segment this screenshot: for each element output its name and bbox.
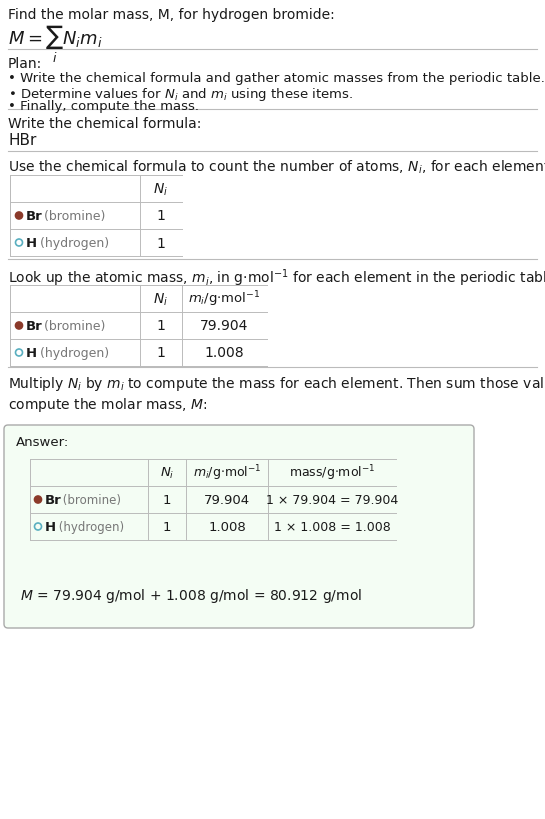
Text: H: H [45, 520, 56, 533]
Text: HBr: HBr [8, 133, 37, 147]
Text: Write the chemical formula:: Write the chemical formula: [8, 117, 201, 131]
Text: 79.904: 79.904 [204, 493, 250, 506]
Text: • Write the chemical formula and gather atomic masses from the periodic table.: • Write the chemical formula and gather … [8, 72, 545, 85]
Text: 1.008: 1.008 [208, 520, 246, 533]
Text: (bromine): (bromine) [40, 210, 105, 223]
Text: • Finally, compute the mass.: • Finally, compute the mass. [8, 100, 199, 113]
Text: (bromine): (bromine) [40, 319, 105, 333]
Text: $m_i$/g$\cdot$mol$^{-1}$: $m_i$/g$\cdot$mol$^{-1}$ [193, 463, 261, 482]
Text: $M$ = 79.904 g/mol + 1.008 g/mol = 80.912 g/mol: $M$ = 79.904 g/mol + 1.008 g/mol = 80.91… [20, 586, 362, 604]
Text: Multiply $N_i$ by $m_i$ to compute the mass for each element. Then sum those val: Multiply $N_i$ by $m_i$ to compute the m… [8, 374, 545, 413]
Text: $M = \sum_i N_i m_i$: $M = \sum_i N_i m_i$ [8, 24, 102, 65]
Text: $N_i$: $N_i$ [154, 181, 168, 197]
Text: (hydrogen): (hydrogen) [55, 520, 124, 533]
Text: Br: Br [26, 210, 43, 223]
Text: 1 × 1.008 = 1.008: 1 × 1.008 = 1.008 [274, 520, 390, 533]
Text: H: H [26, 346, 37, 360]
Circle shape [15, 213, 22, 219]
Text: Use the chemical formula to count the number of atoms, $N_i$, for each element:: Use the chemical formula to count the nu… [8, 159, 545, 176]
Text: Br: Br [45, 493, 62, 506]
Text: (hydrogen): (hydrogen) [36, 346, 109, 360]
Text: 79.904: 79.904 [201, 319, 249, 333]
Text: 1: 1 [156, 209, 166, 224]
FancyBboxPatch shape [4, 426, 474, 628]
Text: $m_i$/g$\cdot$mol$^{-1}$: $m_i$/g$\cdot$mol$^{-1}$ [188, 289, 261, 309]
Text: 1.008: 1.008 [205, 346, 244, 360]
Text: 1: 1 [156, 346, 166, 360]
Text: $N_i$: $N_i$ [160, 465, 174, 481]
Text: Plan:: Plan: [8, 57, 43, 71]
Text: H: H [26, 237, 37, 250]
Text: Answer:: Answer: [16, 436, 69, 449]
Circle shape [34, 496, 41, 504]
Text: $N_i$: $N_i$ [154, 291, 168, 307]
Text: Br: Br [26, 319, 43, 333]
Text: Look up the atomic mass, $m_i$, in g$\cdot$mol$^{-1}$ for each element in the pe: Look up the atomic mass, $m_i$, in g$\cd… [8, 267, 545, 288]
Text: mass/g$\cdot$mol$^{-1}$: mass/g$\cdot$mol$^{-1}$ [289, 463, 376, 482]
Text: 1: 1 [163, 520, 171, 533]
Text: • Determine values for $N_i$ and $m_i$ using these items.: • Determine values for $N_i$ and $m_i$ u… [8, 86, 353, 103]
Text: 1 × 79.904 = 79.904: 1 × 79.904 = 79.904 [266, 493, 398, 506]
Text: 1: 1 [156, 236, 166, 250]
Text: 1: 1 [156, 319, 166, 333]
Circle shape [15, 323, 22, 329]
Text: 1: 1 [163, 493, 171, 506]
Text: (hydrogen): (hydrogen) [36, 237, 109, 250]
Text: (bromine): (bromine) [59, 493, 121, 506]
Text: Find the molar mass, M, for hydrogen bromide:: Find the molar mass, M, for hydrogen bro… [8, 8, 335, 22]
